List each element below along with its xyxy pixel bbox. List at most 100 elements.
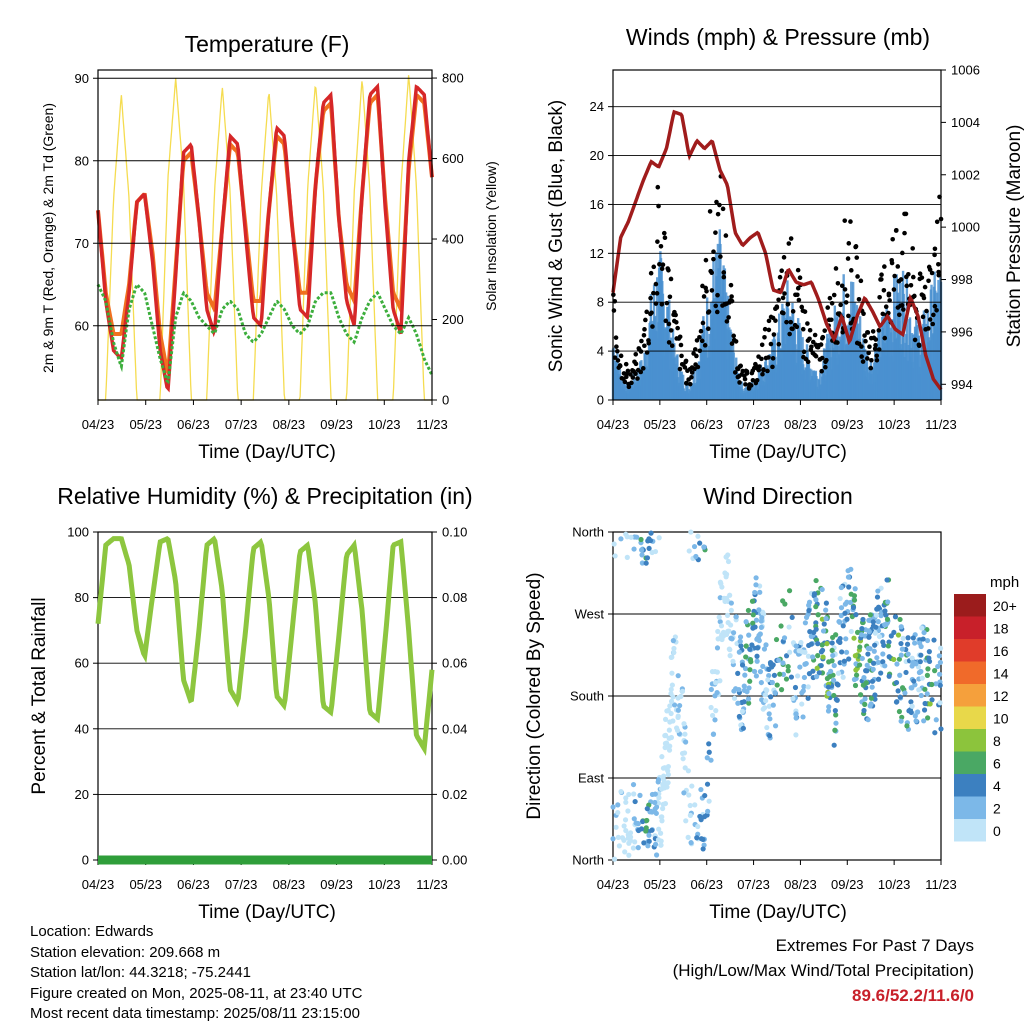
gust-point xyxy=(760,371,765,377)
direction-point xyxy=(813,597,819,603)
direction-point xyxy=(646,832,652,838)
direction-point xyxy=(853,612,859,618)
gust-point xyxy=(879,272,884,278)
gust-point xyxy=(842,287,848,292)
wind-sonic-bar xyxy=(681,374,685,400)
direction-point xyxy=(857,662,863,668)
direction-point xyxy=(723,574,729,580)
winds-ytick-label: 16 xyxy=(590,197,604,212)
direction-point xyxy=(652,548,659,555)
direction-point xyxy=(814,674,820,680)
temp-y2tick-label: 0 xyxy=(442,393,449,408)
winds-y2tick-label: 1000 xyxy=(951,220,980,235)
direction-point xyxy=(783,653,790,659)
direction-point xyxy=(918,652,924,658)
direction-point xyxy=(697,540,703,546)
gust-point xyxy=(910,246,915,251)
gust-point xyxy=(932,303,938,309)
gust-point xyxy=(838,302,843,308)
direction-point xyxy=(662,733,668,739)
direction-point xyxy=(932,730,938,736)
direction-point xyxy=(644,806,650,812)
direction-point xyxy=(922,686,928,692)
direction-point xyxy=(897,672,903,678)
direction-point xyxy=(766,703,772,709)
direction-point xyxy=(841,658,847,664)
gust-point xyxy=(787,331,792,337)
direction-point xyxy=(635,845,641,851)
gust-point xyxy=(846,313,851,319)
gust-point xyxy=(633,361,639,367)
direction-point xyxy=(873,624,879,630)
gust-point xyxy=(822,328,828,333)
gust-point xyxy=(626,384,632,390)
direction-point xyxy=(747,667,753,673)
direction-point xyxy=(880,639,886,645)
direction-point xyxy=(814,665,820,671)
direction-point xyxy=(880,651,886,657)
gust-point xyxy=(611,308,617,313)
direction-point xyxy=(896,708,903,715)
direction-point xyxy=(777,671,783,677)
gust-point xyxy=(863,338,868,344)
direction-point xyxy=(710,731,717,737)
direction-point xyxy=(867,612,873,618)
gust-point xyxy=(650,324,655,329)
gust-point xyxy=(729,294,734,299)
direction-point xyxy=(686,792,692,798)
direction-ytick-label: North xyxy=(572,525,604,540)
direction-point xyxy=(852,682,859,689)
direction-point xyxy=(628,534,634,540)
direction-point xyxy=(683,818,689,824)
gust-point xyxy=(677,334,683,340)
temp-xtick-label: 09/23 xyxy=(320,417,353,432)
direction-point xyxy=(886,673,892,679)
direction-point xyxy=(687,802,693,809)
wind-sonic-bar xyxy=(917,335,921,400)
direction-point xyxy=(630,845,637,851)
direction-point xyxy=(899,685,906,691)
temperature-y2label: Solar Insolation (Yellow) xyxy=(483,161,499,311)
gust-point xyxy=(845,256,851,261)
direction-point xyxy=(918,692,924,699)
direction-point xyxy=(892,614,899,620)
direction-point xyxy=(649,827,655,833)
direction-point xyxy=(835,670,842,676)
direction-point xyxy=(648,530,654,536)
direction-point xyxy=(883,612,889,618)
wind-sonic-bar xyxy=(930,284,933,400)
direction-point xyxy=(852,586,858,592)
gust-point xyxy=(799,304,805,310)
recent-timestamp: Most recent data timestamp: 2025/08/11 2… xyxy=(30,1005,360,1022)
direction-point xyxy=(757,669,764,675)
direction-point xyxy=(861,675,867,681)
direction-point xyxy=(917,640,923,646)
direction-point xyxy=(763,698,769,704)
gust-point xyxy=(903,211,909,217)
direction-point xyxy=(625,808,631,814)
humidity-xtick-label: 10/23 xyxy=(368,877,401,892)
direction-point xyxy=(695,533,701,539)
direction-point xyxy=(753,617,760,623)
temperature-xlabel: Time (Day/UTC) xyxy=(198,442,336,463)
direction-xtick-label: 07/23 xyxy=(737,877,770,892)
temp-frame xyxy=(97,69,433,401)
direction-point xyxy=(857,692,864,698)
pressure-line xyxy=(611,109,943,391)
direction-point xyxy=(669,682,675,688)
direction-point xyxy=(771,672,778,678)
direction-point xyxy=(725,620,731,626)
gust-point xyxy=(820,334,826,340)
gust-point xyxy=(926,326,931,331)
direction-point xyxy=(668,734,675,741)
temperature-title: Temperature (F) xyxy=(185,31,350,57)
direction-point xyxy=(897,694,903,700)
gust-point xyxy=(809,344,814,350)
direction-point xyxy=(921,718,927,724)
direction-point xyxy=(645,843,651,849)
direction-point xyxy=(878,670,884,676)
direction-point xyxy=(634,534,640,540)
direction-point xyxy=(854,629,861,635)
colorbar-swatch xyxy=(954,706,986,729)
